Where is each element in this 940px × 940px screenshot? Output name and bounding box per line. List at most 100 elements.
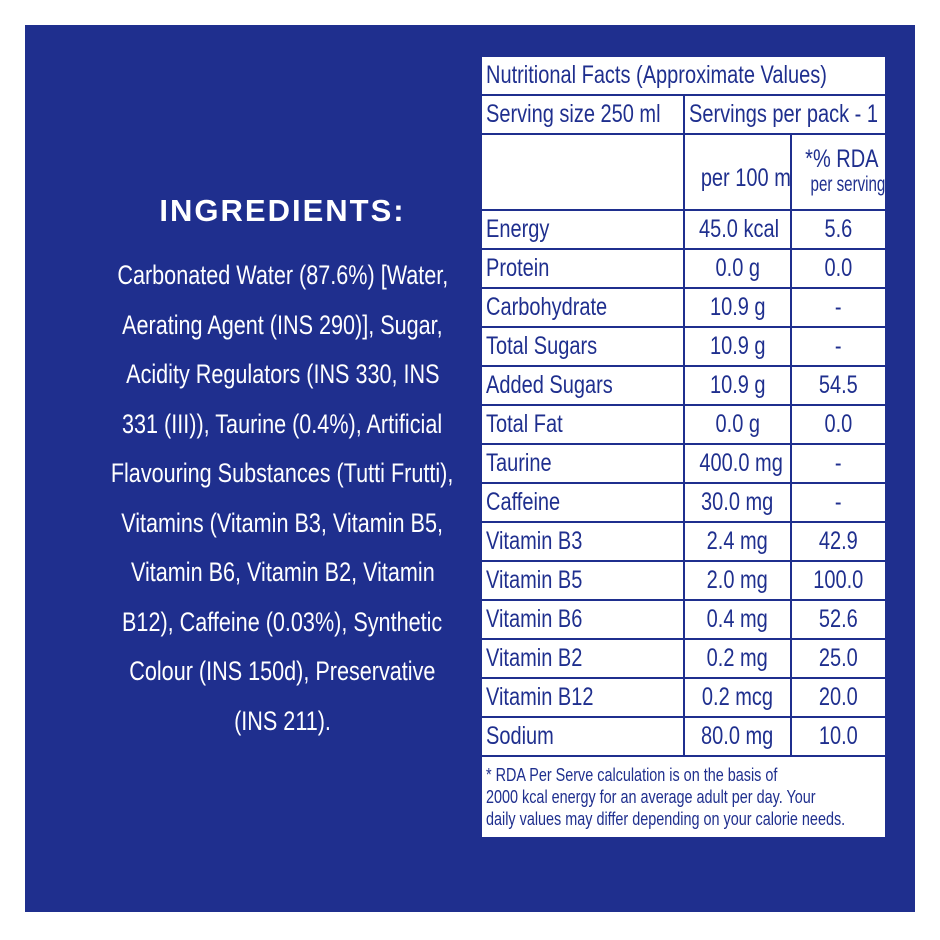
ingredient-text: Colour (INS 150d), Preservative [129,656,436,686]
nutrient-name: Vitamin B5 [486,566,583,594]
cell [480,133,685,211]
nutrient-value: 45.0 kcal [699,215,780,243]
cell: Total Sugars [480,326,685,367]
nutrient-name: Vitamin B2 [486,644,583,672]
ingredient-text: Acidity Regulators (INS 330, INS [125,359,440,389]
cell: Vitamin B6 [480,599,685,640]
cell: Nutritional Facts (Approximate Values) [479,55,888,96]
nutrient-value: - [835,332,842,360]
cell: 0.0 g [683,404,792,445]
nutrient-value: 10.9 g [709,293,766,321]
nutrient-row: Vitamin B2 0.2 mg 25.0 [480,638,888,679]
nutrient-name: Caffeine [486,488,561,516]
ingredients-title: INGREDIENTS: [159,193,406,228]
ingredient-line: Flavouring Substances (Tutti Frutti), [25,458,540,489]
cell: Taurine [480,443,685,484]
nutrient-value: 5.6 [824,215,853,243]
ingredient-line: Acidity Regulators (INS 330, INS [25,359,540,390]
cell: Vitamin B2 [480,638,685,679]
nutrient-value: 0.4 mg [706,605,769,633]
serving-size: Serving size 250 ml [486,100,661,128]
cell: 45.0 kcal [683,209,792,250]
ingredient-line: Vitamin B6, Vitamin B2, Vitamin [25,557,540,588]
cell: Sodium [480,716,685,757]
nutrient-row: Caffeine 30.0 mg - [480,482,888,523]
title-row: Nutritional Facts (Approximate Values) [479,55,888,96]
nutrient-value: - [835,488,842,516]
cell: Serving size 250 ml [480,94,685,135]
ingredient-text: Carbonated Water (87.6%) [Water, [117,260,448,290]
cell: 2.4 mg [683,521,792,562]
column-subheader: per serving [810,173,886,196]
cell: Vitamin B12 [480,677,685,718]
nutrient-row: Carbohydrate 10.9 g - [480,287,888,328]
cell: 54.5 [789,365,888,406]
nutrient-value: 42.9 [819,527,858,555]
nutrient-row: Energy 45.0 kcal 5.6 [480,209,888,250]
nutrient-row: Total Sugars 10.9 g - [480,326,888,367]
cell: 10.0 [789,716,888,757]
cell: Total Fat [480,404,685,445]
cell: 30.0 mg [683,482,792,523]
nutrient-value: 54.5 [819,371,858,399]
table-title: Nutritional Facts (Approximate Values) [486,61,827,89]
nutrient-name: Carbohydrate [486,293,608,321]
nutrient-value: - [835,449,842,477]
footnote-line: daily values may differ depending on you… [486,809,846,829]
ingredient-text: Vitamin B6, Vitamin B2, Vitamin [130,557,435,587]
nutrient-name: Total Fat [486,410,563,438]
cell: Carbohydrate [480,287,685,328]
nutrient-value: 0.2 mg [706,644,769,672]
nutrient-row: Protein 0.0 g 0.0 [480,248,888,289]
label-panel: INGREDIENTS: Carbonated Water (87.6%) [W… [25,25,915,912]
ingredient-text: Flavouring Substances (Tutti Frutti), [111,458,454,488]
cell: 10.9 g [683,365,792,406]
nutrient-name: Protein [486,254,550,282]
cell: 0.4 mg [683,599,792,640]
ingredient-text: 331 (III)), Taurine (0.4%), Artificial [122,408,443,439]
header-row: per 100 ml *% RDA per serving [480,133,888,211]
cell: 0.0 [789,248,888,289]
nutrient-value: 20.0 [819,683,858,711]
cell: Servings per pack - 1 [682,94,888,135]
cell: Energy [480,209,685,250]
cell: 100.0 [789,560,888,601]
cell: - [789,482,888,523]
nutrient-value: 52.6 [819,605,858,633]
cell: 25.0 [789,638,888,679]
nutrient-name: Vitamin B3 [486,527,583,555]
cell: 80.0 mg [683,716,792,757]
ingredient-line: Aerating Agent (INS 290)], Sugar, [25,310,540,341]
cell: Added Sugars [480,365,685,406]
nutrient-value: 2.0 mg [706,566,769,594]
nutrient-value: 0.0 g [715,254,760,282]
column-header: *% RDA [805,145,879,173]
nutrient-value: 0.0 g [715,410,760,438]
nutrient-value: 100.0 [813,566,864,594]
ingredient-line: Vitamins (Vitamin B3, Vitamin B5, [25,508,540,539]
nutrient-value: 0.2 mcg [701,683,774,711]
nutrient-value: 80.0 mg [701,722,774,750]
cell: 0.2 mcg [683,677,792,718]
cell: - [789,287,888,328]
footnote-line: 2000 kcal energy for an average adult pe… [486,787,816,807]
cell: 0.2 mg [683,638,792,679]
nutrient-row: Taurine 400.0 mg - [480,443,888,484]
ingredient-line: Carbonated Water (87.6%) [Water, [25,260,540,291]
nutrition-table: Nutritional Facts (Approximate Values) Se… [479,55,888,839]
nutrient-value: 10.9 g [709,332,766,360]
nutrient-name: Energy [486,215,550,243]
cell: Vitamin B5 [480,560,685,601]
nutrient-value: 0.0 [824,254,853,282]
cell: 10.9 g [683,287,792,328]
nutrient-row: Sodium 80.0 mg 10.0 [480,716,888,757]
nutrient-name: Taurine [486,449,552,477]
servings-per-pack: Servings per pack - 1 [689,100,878,128]
cell: 20.0 [789,677,888,718]
nutrient-value: 30.0 mg [701,488,774,516]
cell: 5.6 [789,209,888,250]
cell: * RDA Per Serve calculation is on the ba… [479,755,888,839]
nutrient-value: 25.0 [819,644,858,672]
cell: - [789,443,888,484]
nutrient-row: Added Sugars 10.9 g 54.5 [480,365,888,406]
